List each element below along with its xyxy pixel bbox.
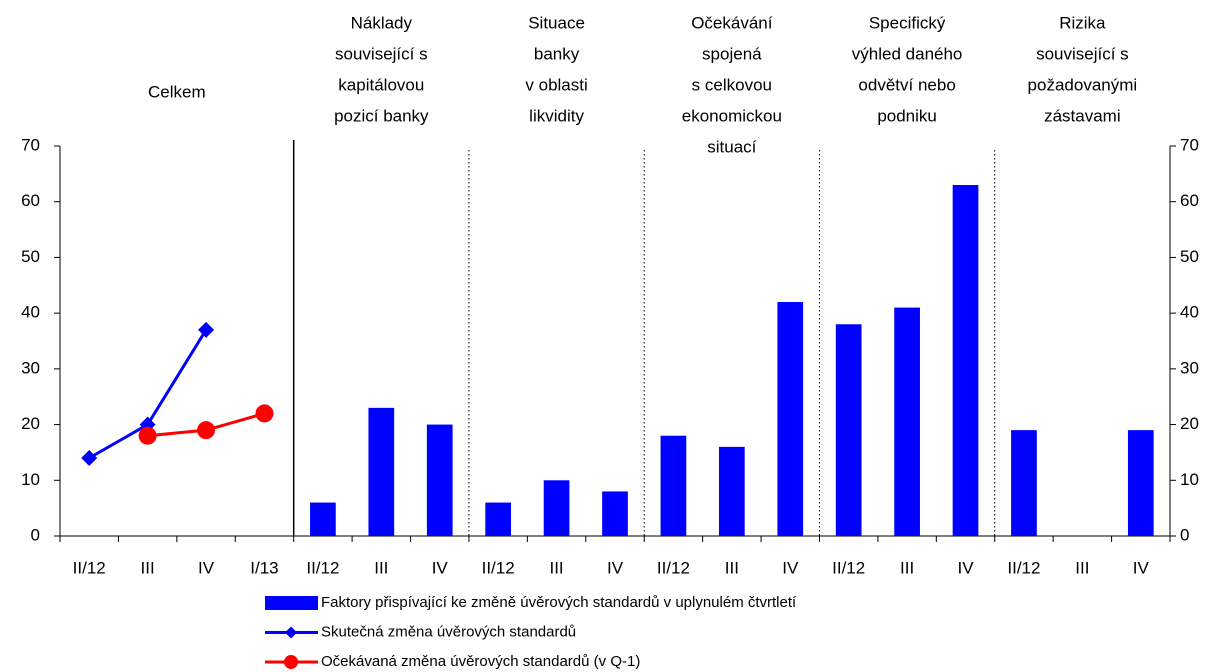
x-tick-label: IV	[957, 558, 974, 577]
x-tick-label: II/12	[1007, 558, 1040, 577]
bar	[777, 302, 804, 536]
legend-marker	[285, 626, 297, 639]
group-label: kapitálovou	[338, 75, 424, 94]
y-tick-label: 50	[21, 247, 40, 266]
y2-tick-label: 20	[1180, 414, 1199, 433]
bar	[718, 446, 745, 536]
group-label: podniku	[877, 106, 937, 125]
x-tick-label: II/12	[657, 558, 690, 577]
group-label: v oblasti	[525, 75, 587, 94]
bar	[1011, 430, 1037, 536]
group-label: Situace	[528, 13, 585, 32]
y2-tick-label: 70	[1180, 135, 1199, 154]
marker	[255, 404, 274, 423]
bar	[368, 407, 395, 536]
legend-label: Očekávaná změna úvěrových standardů (v Q…	[321, 653, 640, 670]
group-label: zástavami	[1044, 106, 1121, 125]
group-label: související s	[1036, 44, 1129, 63]
y-tick-label: 0	[31, 525, 40, 544]
marker	[138, 426, 157, 445]
legend-label: Faktory přispívající ke změně úvěrových …	[321, 594, 797, 611]
y2-tick-label: 60	[1180, 191, 1199, 210]
bar	[894, 307, 920, 536]
x-tick-label: III	[1075, 558, 1089, 577]
x-tick-label: II/12	[73, 558, 106, 577]
bar	[485, 502, 512, 536]
y2-tick-label: 50	[1180, 247, 1199, 266]
bar	[602, 491, 628, 536]
bar	[1127, 430, 1154, 536]
y2-tick-label: 0	[1180, 525, 1189, 544]
y-tick-label: 60	[21, 191, 40, 210]
bar	[426, 424, 453, 536]
group-label: Rizika	[1059, 13, 1106, 32]
group-label: požadovanými	[1028, 75, 1138, 94]
group-label: Specifický	[869, 13, 946, 32]
y-tick-label: 40	[21, 303, 40, 322]
group-label: situací	[707, 137, 756, 156]
bar	[835, 324, 862, 536]
x-tick-label: IV	[782, 558, 799, 577]
x-tick-label: III	[725, 558, 739, 577]
group-label: spojená	[702, 44, 762, 63]
group-label: Celkem	[148, 82, 206, 101]
y-tick-label: 10	[21, 470, 40, 489]
group-label: ekonomickou	[682, 106, 782, 125]
x-tick-label: II/12	[482, 558, 515, 577]
group-label: výhled daného	[852, 44, 963, 63]
bar	[952, 185, 979, 536]
bar	[310, 502, 336, 536]
legend-swatch	[265, 596, 318, 610]
marker	[197, 421, 216, 440]
bar	[543, 480, 570, 536]
group-label: likvidity	[529, 106, 584, 125]
x-tick-label: IV	[607, 558, 624, 577]
y-tick-label: 20	[21, 414, 40, 433]
group-label: související s	[335, 44, 428, 63]
x-tick-label: III	[900, 558, 914, 577]
legend-marker	[284, 655, 298, 669]
x-tick-label: II/12	[832, 558, 865, 577]
x-tick-label: IV	[432, 558, 449, 577]
marker	[81, 450, 98, 466]
marker	[198, 321, 215, 338]
y-tick-label: 70	[21, 135, 40, 154]
x-tick-label: III	[374, 558, 388, 577]
y2-tick-label: 40	[1180, 303, 1199, 322]
group-label: s celkovou	[692, 75, 772, 94]
y2-tick-label: 30	[1180, 358, 1199, 377]
x-tick-label: IV	[198, 558, 215, 577]
group-label: odvětví nebo	[858, 75, 955, 94]
x-tick-label: IV	[1133, 558, 1150, 577]
group-label: pozicí banky	[334, 106, 429, 125]
y2-tick-label: 10	[1180, 470, 1199, 489]
x-tick-label: I/13	[250, 558, 278, 577]
y-tick-label: 30	[21, 358, 40, 377]
group-label: banky	[534, 44, 580, 63]
group-label: Náklady	[351, 13, 413, 32]
legend-label: Skutečná změna úvěrových standardů	[321, 623, 576, 640]
x-tick-label: III	[549, 558, 563, 577]
x-tick-label: II/12	[306, 558, 339, 577]
group-label: Očekávání	[691, 13, 773, 32]
bar	[660, 435, 687, 536]
x-tick-label: III	[141, 558, 155, 577]
